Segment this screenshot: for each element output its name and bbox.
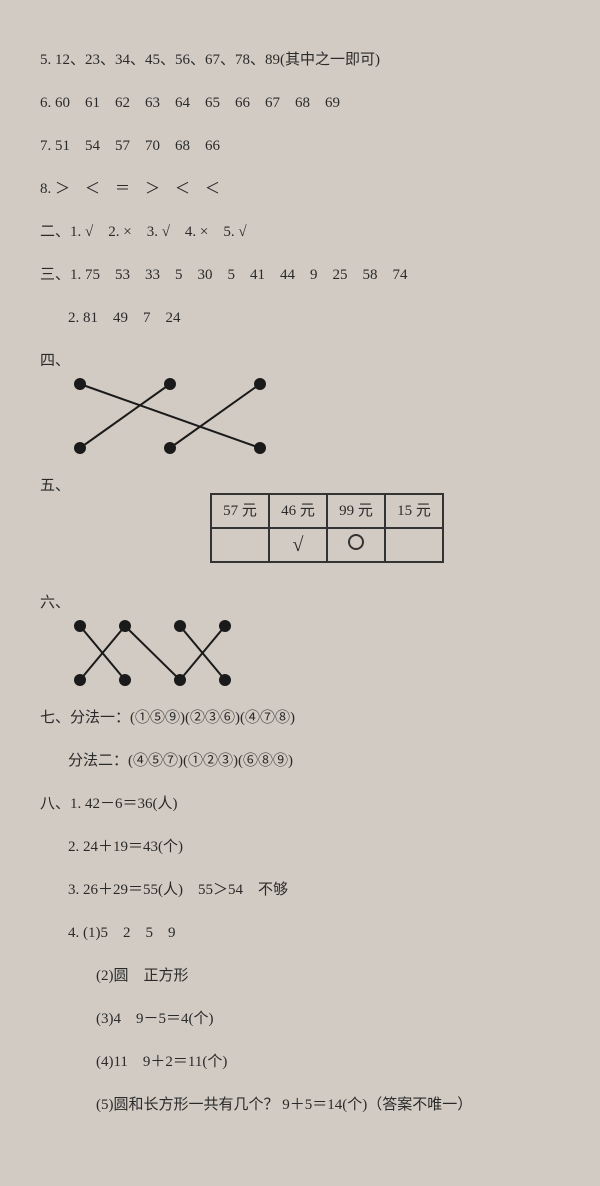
dot-icon <box>254 442 266 454</box>
section7b-line: 分法二：(④⑤⑦)(①②③)(⑥⑧⑨) <box>68 751 560 772</box>
section7a-text: 七、分法一：(①⑤⑨)(②③⑥)(④⑦⑧) <box>40 710 295 726</box>
s8-1-text: 八、1. 42－6＝36(人) <box>40 796 178 812</box>
tv-1 <box>211 528 269 562</box>
edge-line <box>80 383 261 449</box>
th-2: 46 元 <box>269 494 327 528</box>
tv-3 <box>327 528 385 562</box>
tv-4 <box>385 528 443 562</box>
q5-line: 5. 12、23、34、45、56、67、78、89(其中之一即可) <box>40 50 560 71</box>
edge-line <box>169 383 260 449</box>
s8-4-5-line: (5)圆和长方形一共有几个？ 9＋5＝14(个)（答案不唯一） <box>96 1095 560 1116</box>
s8-2-text: 2. 24＋19＝43(个) <box>68 839 183 855</box>
section7a-line: 七、分法一：(①⑤⑨)(②③⑥)(④⑦⑧) <box>40 708 560 729</box>
section2-line: 二、1. √ 2. × 3. √ 4. × 5. √ <box>40 222 560 243</box>
s8-3-text: 3. 26＋29＝55(人) 55＞54 不够 <box>68 882 288 898</box>
q8-text: 8. ＞ ＜ ＝ ＞ ＜ ＜ <box>40 181 220 197</box>
s8-3-line: 3. 26＋29＝55(人) 55＞54 不够 <box>68 880 560 901</box>
section2-text: 二、1. √ 2. × 3. √ 4. × 5. √ <box>40 224 247 240</box>
q7-line: 7. 51 54 57 70 68 66 <box>40 136 560 157</box>
q8-line: 8. ＞ ＜ ＝ ＞ ＜ ＜ <box>40 179 560 200</box>
th-1: 57 元 <box>211 494 269 528</box>
s8-4-4-line: (4)11 9＋2＝11(个) <box>96 1052 560 1073</box>
th-4: 15 元 <box>385 494 443 528</box>
s8-4-4-text: (4)11 9＋2＝11(个) <box>96 1054 227 1070</box>
section7b-text: 分法二：(④⑤⑦)(①②③)(⑥⑧⑨) <box>68 753 293 769</box>
section3b-text: 2. 81 49 7 24 <box>68 310 181 326</box>
s8-4-1-text: 4. (1)5 2 5 9 <box>68 925 176 941</box>
edge-line <box>124 625 180 680</box>
s8-4-2-text: (2)圆 正方形 <box>96 968 189 984</box>
s8-4-3-text: (3)4 9－5＝4(个) <box>96 1011 213 1027</box>
edge-line <box>79 383 170 449</box>
check-icon: √ <box>293 534 304 556</box>
s8-1-line: 八、1. 42－6＝36(人) <box>40 794 560 815</box>
diagram-4 <box>70 378 290 458</box>
section4-label: 四、 <box>40 351 560 372</box>
q7-text: 7. 51 54 57 70 68 66 <box>40 138 220 154</box>
section3a-text: 三、1. 75 53 33 5 30 5 41 44 9 25 58 74 <box>40 267 408 283</box>
q6-text: 6. 60 61 62 63 64 65 66 67 68 69 <box>40 95 340 111</box>
q5-text: 5. 12、23、34、45、56、67、78、89(其中之一即可) <box>40 52 380 68</box>
section3a-line: 三、1. 75 53 33 5 30 5 41 44 9 25 58 74 <box>40 265 560 286</box>
tv-2: √ <box>269 528 327 562</box>
table-5: 57 元 46 元 99 元 15 元 √ <box>210 493 560 563</box>
s8-4-1-line: 4. (1)5 2 5 9 <box>68 923 560 944</box>
price-table: 57 元 46 元 99 元 15 元 √ <box>210 493 444 563</box>
s8-2-line: 2. 24＋19＝43(个) <box>68 837 560 858</box>
section6-label: 六、 <box>40 593 560 614</box>
q6-line: 6. 60 61 62 63 64 65 66 67 68 69 <box>40 93 560 114</box>
section3b-line: 2. 81 49 7 24 <box>68 308 560 329</box>
th-3: 99 元 <box>327 494 385 528</box>
s8-4-2-line: (2)圆 正方形 <box>96 966 560 987</box>
circle-icon <box>348 534 364 550</box>
diagram-6 <box>70 620 270 690</box>
s8-4-3-line: (3)4 9－5＝4(个) <box>96 1009 560 1030</box>
s8-4-5-text: (5)圆和长方形一共有几个？ 9＋5＝14(个)（答案不唯一） <box>96 1097 472 1113</box>
